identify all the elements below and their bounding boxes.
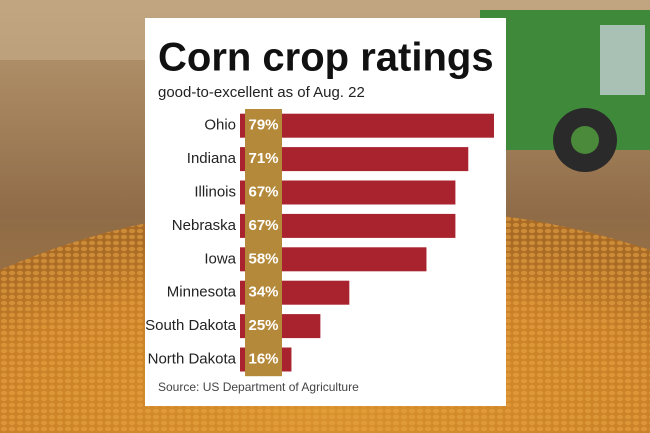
value-label: 16% <box>248 350 278 367</box>
category-label: Ohio <box>204 117 236 134</box>
label-column <box>245 109 282 377</box>
bar <box>240 113 494 138</box>
category-label: Indiana <box>187 150 237 167</box>
category-label: Iowa <box>204 250 236 267</box>
category-label: North Dakota <box>148 350 237 367</box>
category-label: South Dakota <box>145 317 237 334</box>
chart-panel <box>145 18 506 406</box>
value-label: 25% <box>248 317 278 334</box>
value-label: 58% <box>248 250 278 267</box>
harvester <box>480 10 650 172</box>
chart-title: Corn crop ratings <box>158 36 494 80</box>
category-label: Nebraska <box>172 217 237 234</box>
source-note: Source: US Department of Agriculture <box>158 380 359 394</box>
value-label: 34% <box>248 284 278 301</box>
category-label: Minnesota <box>167 284 237 301</box>
bar <box>240 247 427 272</box>
value-label: 67% <box>248 217 278 234</box>
plot: Ohio Indiana Illinois Nebraska Iowa Minnesota… <box>145 109 494 377</box>
chart-subtitle: good-to-excellent as of Aug. 22 <box>158 84 365 101</box>
category-label: Illinois <box>194 183 236 200</box>
value-label: 67% <box>248 183 278 200</box>
value-label: 71% <box>248 150 278 167</box>
value-label: 79% <box>248 117 278 134</box>
